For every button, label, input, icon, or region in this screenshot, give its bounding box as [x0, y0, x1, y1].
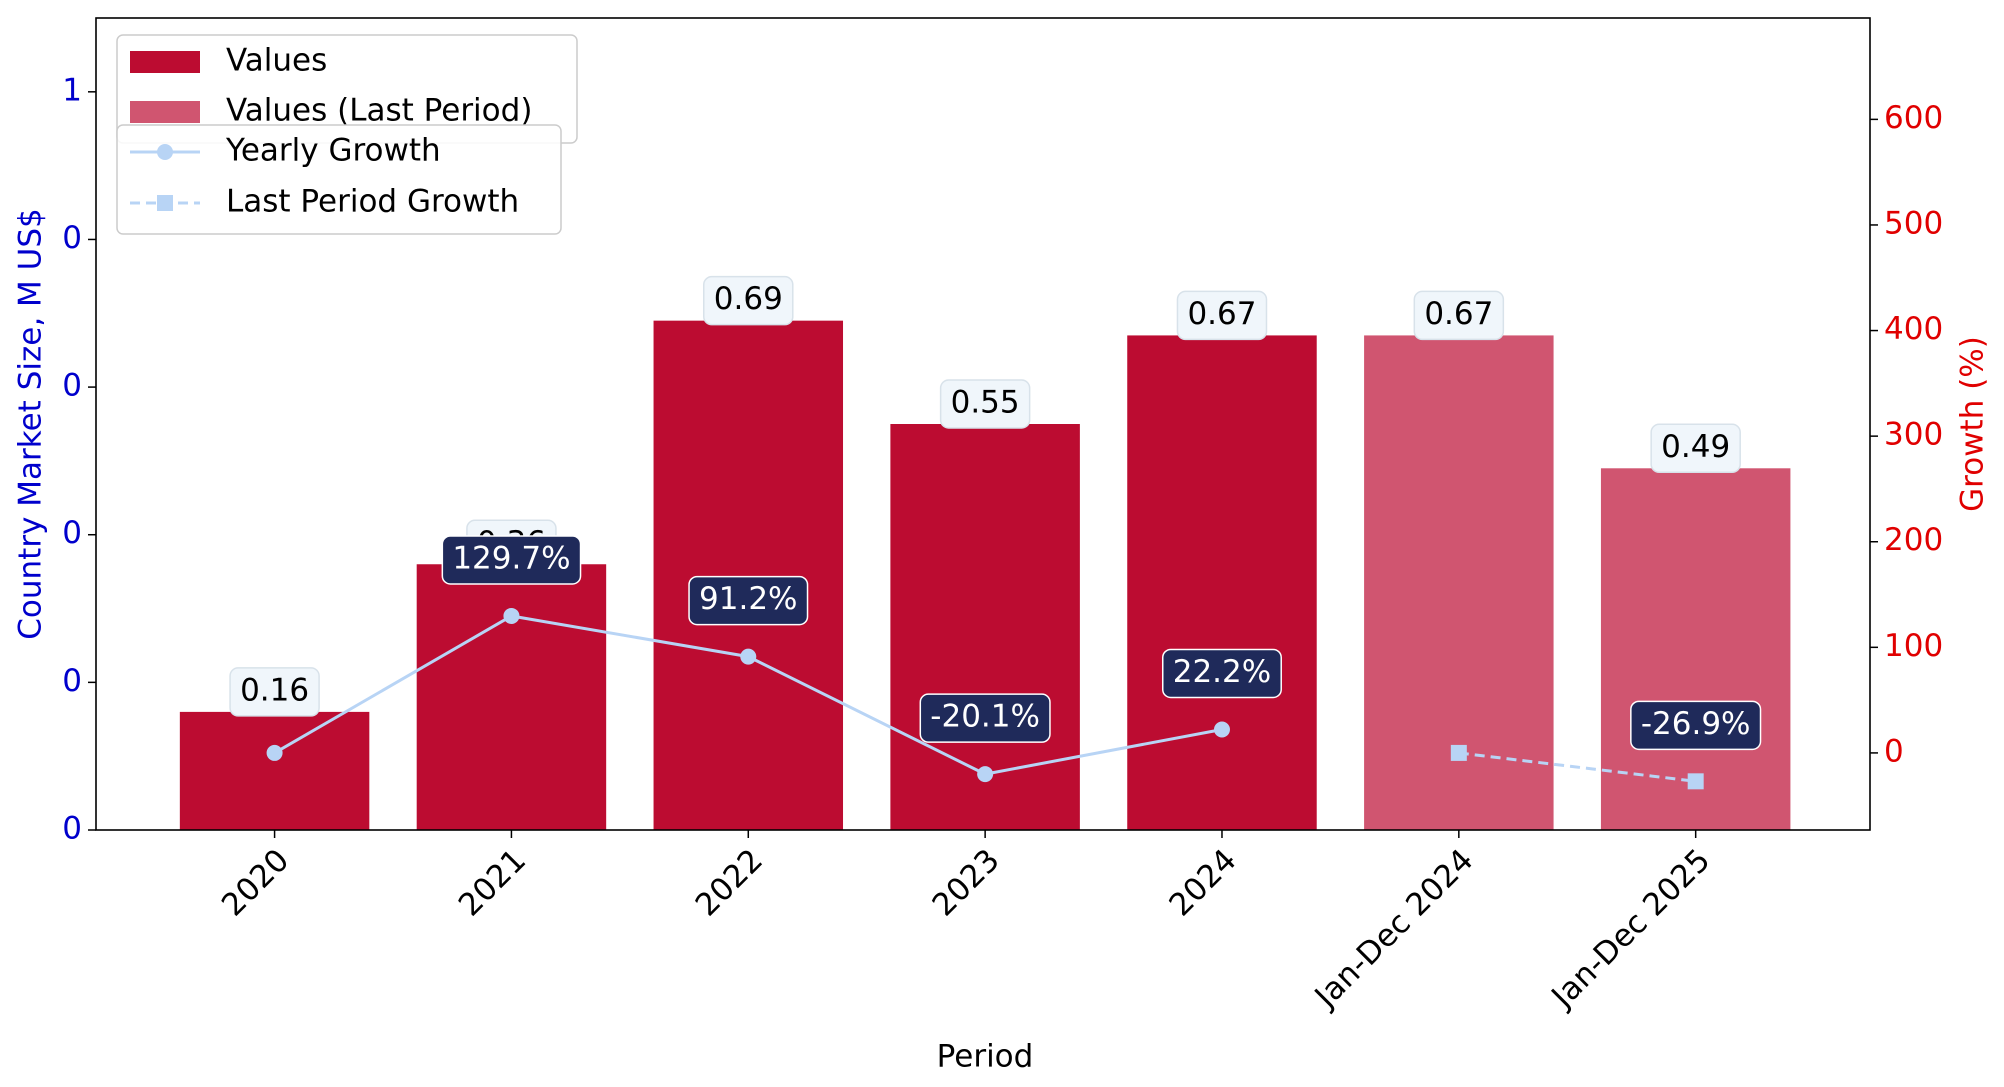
legend-marker [157, 195, 173, 211]
growth-marker [1213, 721, 1230, 738]
legend-bars: Values Values (Last Period) [116, 34, 578, 144]
label-box [441, 535, 582, 585]
value-label: 0.49 [1650, 423, 1741, 474]
value-label: 0.55 [939, 379, 1031, 429]
label-text: 22.2% [1173, 654, 1271, 690]
label-box [939, 379, 1031, 429]
label-box [1161, 648, 1282, 699]
value-label: 0.16 [229, 667, 320, 717]
legend-frame [116, 124, 562, 235]
label-box [688, 575, 809, 626]
label-box [1650, 423, 1741, 474]
label-text: -20.1% [930, 699, 1040, 735]
y-tick-label: 0 [62, 368, 82, 404]
y-tick-label: 1 [62, 72, 82, 108]
label-text: 129.7% [452, 540, 570, 576]
label-text: 0.16 [240, 672, 309, 708]
y2-tick-label: 600 [1884, 100, 1943, 136]
legend-swatch [130, 51, 200, 73]
label-box [1413, 290, 1505, 341]
label-text: 0.67 [1424, 296, 1493, 332]
label-text: 0.55 [951, 385, 1020, 421]
y2-axis-label: Growth (%) [1955, 336, 1991, 512]
value-label: 0.67 [1176, 290, 1268, 341]
bar [416, 564, 607, 830]
growth-marker [266, 744, 283, 761]
y-tick-label: 0 [62, 811, 82, 847]
bar [1600, 468, 1791, 830]
y2-tick-label: 300 [1884, 417, 1943, 453]
y2-tick-label: 200 [1884, 522, 1943, 558]
value-label: 0.69 [703, 275, 794, 326]
label-text: 91.2% [699, 581, 797, 617]
legend-label: Yearly Growth [225, 133, 441, 169]
growth-label: 91.2% [688, 575, 809, 626]
label-box [229, 667, 320, 717]
legend-label: Values [226, 43, 327, 79]
label-box [919, 693, 1051, 743]
y-tick-label: 0 [62, 663, 82, 699]
y2-tick-label: 100 [1884, 628, 1943, 664]
label-box [1630, 700, 1762, 751]
label-text: -26.9% [1641, 706, 1751, 742]
y-tick-label: 0 [62, 515, 82, 551]
y2-tick-label: 500 [1884, 205, 1943, 241]
x-axis-label: Period [937, 1039, 1034, 1075]
y-axis-label: Country Market Size, M US$ [13, 208, 49, 639]
y2-tick-label: 400 [1884, 311, 1943, 347]
bar [179, 711, 370, 830]
legend-swatch [130, 101, 200, 123]
label-text: 0.67 [1187, 296, 1256, 332]
label-box [1176, 290, 1268, 341]
label-text: 0.49 [1661, 429, 1730, 465]
legend-marker [157, 144, 173, 160]
legend-lines: Yearly Growth Last Period Growth [116, 124, 562, 235]
bar [1127, 335, 1317, 830]
bar [653, 320, 844, 830]
label-text: 0.69 [714, 281, 783, 317]
value-label: 0.67 [1413, 290, 1505, 341]
legend-label: Last Period Growth [226, 184, 519, 220]
growth-label: -20.1% [919, 693, 1051, 743]
plot-frame [95, 17, 1871, 831]
label-box [703, 275, 794, 326]
y2-tick-label: 0 [1884, 733, 1904, 769]
growth-marker [1687, 773, 1704, 790]
growth-marker [503, 607, 520, 624]
growth-label: 129.7% [441, 535, 582, 585]
growth-line [1458, 751, 1696, 783]
growth-marker [740, 648, 757, 665]
growth-marker [977, 766, 994, 783]
y-tick-label: 0 [62, 220, 82, 256]
legend-label: Values (Last Period) [226, 93, 532, 129]
growth-label: 22.2% [1161, 648, 1282, 699]
growth-label: -26.9% [1630, 700, 1762, 751]
growth-marker [1450, 744, 1467, 761]
